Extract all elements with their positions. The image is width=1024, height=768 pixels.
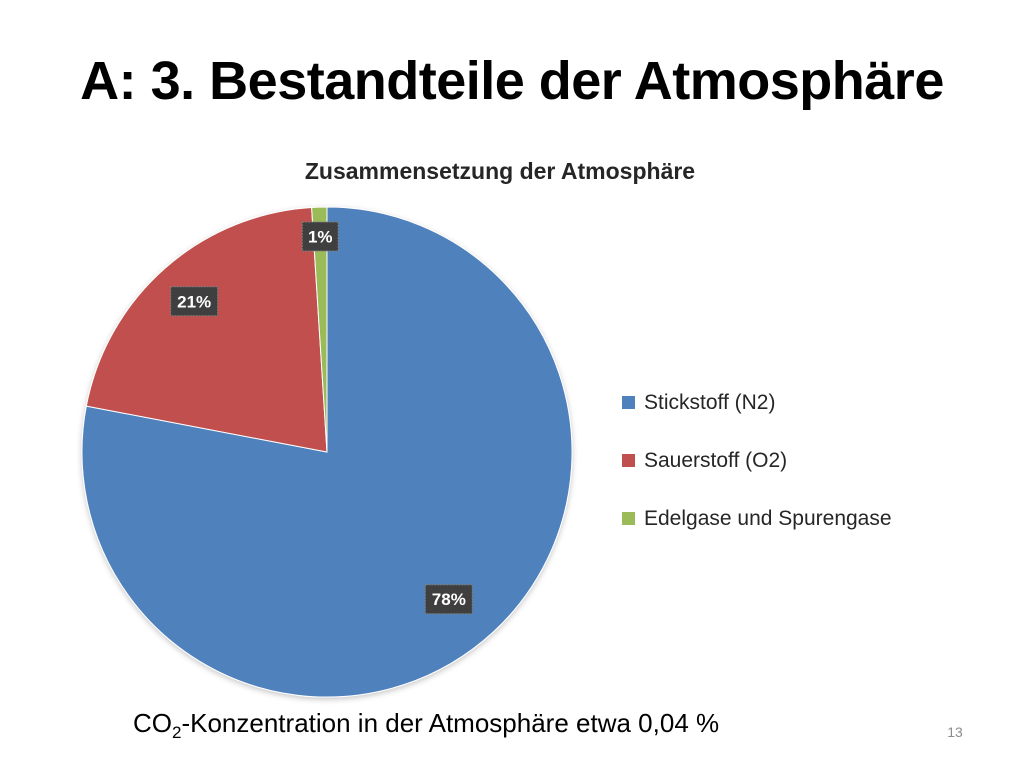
data-label-stickstoff: 78% [424,584,473,615]
data-label-text: 21% [177,292,211,311]
slide-title: A: 3. Bestandteile der Atmosphäre [80,51,944,111]
legend-swatch [622,396,635,409]
data-label-box [301,221,339,252]
data-label-text: 1% [308,228,333,247]
legend-item-stickstoff: Stickstoff (N2) [622,388,892,417]
legend-label: Stickstoff (N2) [644,390,776,414]
chart-title: Zusammensetzung der Atmosphäre [304,158,696,184]
data-label-box [170,286,219,317]
chart-legend: Stickstoff (N2) Sauerstoff (O2) Edelgase… [622,388,892,562]
co2-caption: CO2-Konzentration in der Atmosphäre etwa… [133,703,719,743]
legend-swatch [622,512,635,525]
caption-rest: -Konzentration in der Atmosphäre etwa 0,… [181,708,720,738]
caption-prefix: CO [133,708,172,738]
caption-subscript: 2 [172,723,182,742]
page-number: 13 [947,724,963,740]
legend-item-edelgase: Edelgase und Spurengase [622,504,892,533]
pie-slice-edelgase [311,206,328,453]
data-label-box [424,584,473,615]
legend-label: Edelgase und Spurengase [644,506,892,530]
legend-swatch [622,454,635,467]
legend-label: Sauerstoff (O2) [644,448,788,472]
legend-item-sauerstoff: Sauerstoff (O2) [622,446,892,475]
pie-slice-sauerstoff [85,206,328,453]
data-label-text: 78% [432,590,466,609]
data-label-sauerstoff: 21% [170,286,219,317]
data-label-edelgase: 1% [301,221,339,252]
